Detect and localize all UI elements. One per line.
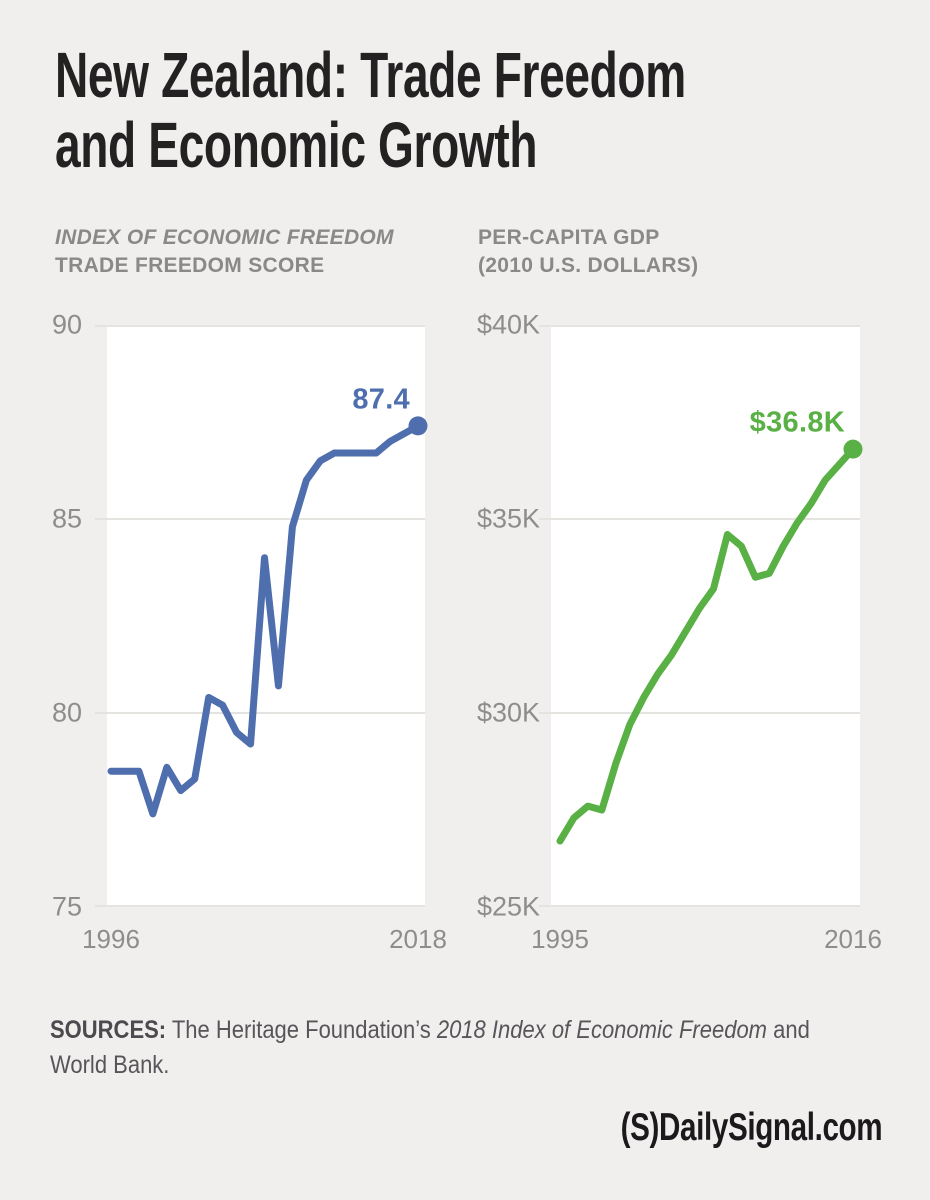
- trade-freedom-chart-header: INDEX OF ECONOMIC FREEDOM TRADE FREEDOM …: [55, 224, 394, 280]
- sources-text-1: The Heritage Foundation’s: [166, 1016, 437, 1044]
- trade-freedom-chart-header-line2: TRADE FREEDOM SCORE: [55, 254, 325, 277]
- trade-freedom-y-axis-tick-label: 90: [52, 309, 83, 340]
- gdp-y-axis-tick-label: $30K: [477, 697, 541, 728]
- sources-label: SOURCES:: [50, 1016, 167, 1044]
- gdp-y-axis-tick-label: $35K: [477, 503, 541, 534]
- sources-text-2: and World Bank.: [50, 1016, 810, 1079]
- gdp-y-axis-tick-label: $40K: [477, 309, 541, 340]
- gdp-x-axis-tick-label: 1995: [531, 924, 589, 954]
- trade-freedom-x-axis-tick-label: 1996: [82, 924, 140, 954]
- trade-freedom-y-axis-tick-label: 75: [52, 891, 83, 922]
- gdp-end-point-marker: [843, 439, 863, 459]
- page-title-line2: and Economic Growth: [55, 109, 538, 181]
- daily-signal-logo-mark-icon: (S): [620, 1106, 659, 1149]
- trade-freedom-y-axis-tick-label: 85: [52, 503, 83, 534]
- trade-freedom-data-line: [107, 422, 422, 818]
- gdp-chart-header: PER-CAPITA GDP (2010 U.S. DOLLARS): [478, 224, 698, 280]
- daily-signal-logo: (S)DailySignal.com: [620, 1106, 882, 1150]
- sources-note: SOURCES: The Heritage Foundation’s 2018 …: [50, 1013, 842, 1083]
- trade-freedom-x-axis-tick-label: 2018: [389, 924, 447, 954]
- trade-freedom-end-point-marker: [408, 416, 428, 436]
- trade-freedom-plot-area: [107, 325, 425, 907]
- trade-freedom-end-value-label: 87.4: [352, 383, 410, 416]
- gdp-line-chart: [539, 325, 863, 907]
- gdp-x-axis-tick-label: 2016: [824, 924, 882, 954]
- trade-freedom-chart-header-line1: INDEX OF ECONOMIC FREEDOM: [55, 226, 394, 249]
- gdp-end-value-label: $36.8K: [749, 406, 845, 439]
- gdp-chart-header-line2: (2010 U.S. DOLLARS): [478, 254, 699, 277]
- page-title: New Zealand: Trade Freedom and Economic …: [55, 40, 686, 180]
- gdp-data-line: [556, 445, 857, 845]
- page-title-line1: New Zealand: Trade Freedom: [55, 39, 686, 111]
- trade-freedom-y-axis-tick-label: 80: [52, 697, 83, 728]
- gdp-y-axis-tick-label: $25K: [477, 891, 541, 922]
- daily-signal-logo-text: DailySignal.com: [658, 1106, 883, 1149]
- trade-freedom-line-chart: [95, 325, 428, 907]
- sources-italic-text: 2018 Index of Economic Freedom: [436, 1016, 768, 1044]
- gdp-chart-header-line1: PER-CAPITA GDP: [478, 226, 660, 249]
